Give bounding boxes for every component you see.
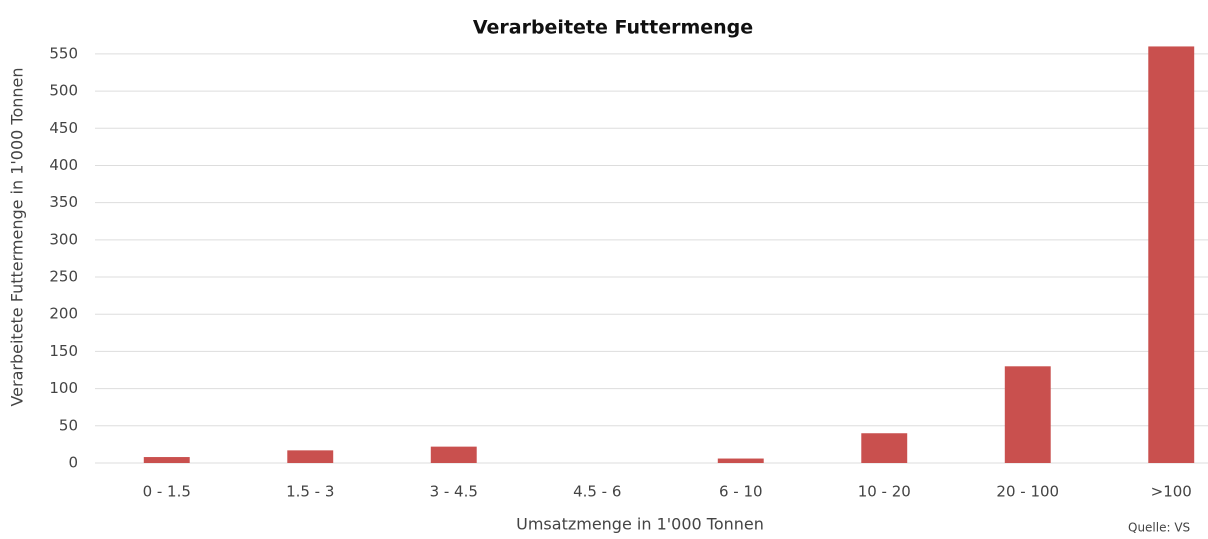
x-tick-label: 6 - 10 [719, 483, 763, 501]
y-axis-label: Verarbeitete Futtermenge in 1'000 Tonnen [8, 67, 27, 406]
x-tick-label: 4.5 - 6 [573, 483, 621, 501]
y-tick-label: 450 [49, 119, 78, 137]
x-tick-label: 3 - 4.5 [430, 483, 478, 501]
bar [1004, 366, 1051, 463]
y-tick-label: 550 [49, 44, 78, 62]
x-tick-label: 10 - 20 [858, 483, 911, 501]
bar [430, 446, 477, 463]
bar [1148, 46, 1195, 463]
chart-title: Verarbeitete Futtermenge [473, 17, 753, 39]
y-tick-label: 250 [49, 268, 78, 286]
y-tick-label: 100 [49, 379, 78, 397]
y-tick-label: 400 [49, 156, 78, 174]
y-tick-label: 300 [49, 230, 78, 248]
y-tick-label: 0 [68, 454, 78, 472]
x-tick-label: 20 - 100 [996, 483, 1059, 501]
y-tick-label: 50 [59, 416, 78, 434]
x-tick-label: 0 - 1.5 [143, 483, 191, 501]
x-tick-label: 1.5 - 3 [286, 483, 334, 501]
bar [143, 457, 190, 463]
bar [861, 433, 908, 463]
y-tick-label: 150 [49, 342, 78, 360]
bar [287, 450, 334, 463]
source-note: Quelle: VS [1128, 521, 1190, 535]
y-tick-label: 350 [49, 193, 78, 211]
bar [717, 458, 764, 463]
y-tick-label: 200 [49, 305, 78, 323]
x-axis-label: Umsatzmenge in 1'000 Tonnen [516, 515, 764, 534]
x-tick-label: >100 [1151, 483, 1192, 501]
y-tick-label: 500 [49, 82, 78, 100]
